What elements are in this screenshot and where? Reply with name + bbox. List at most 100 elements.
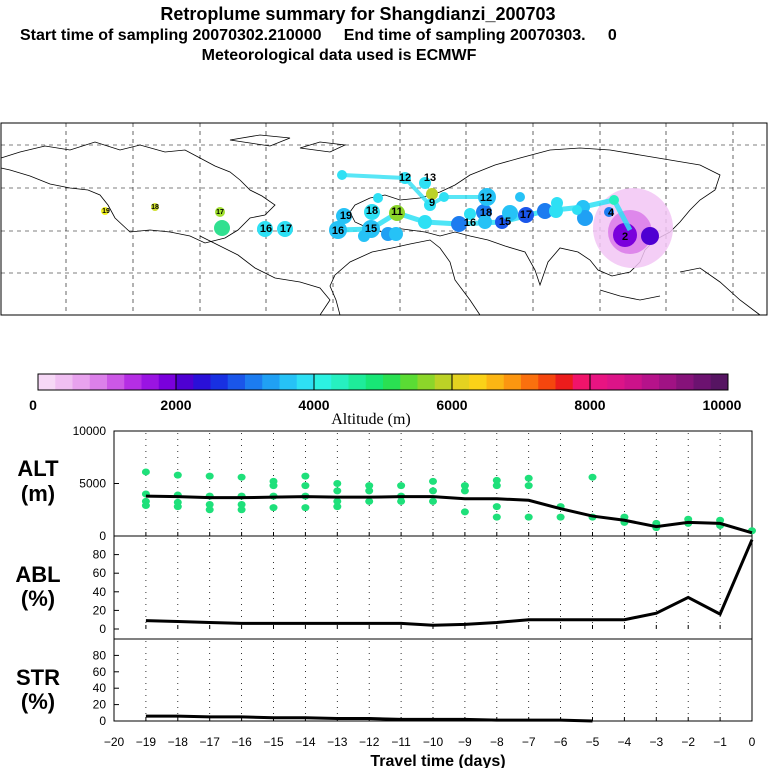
colorbar-cell <box>365 374 384 390</box>
alt-cluster-point <box>365 497 374 505</box>
colorbar-cell <box>417 374 436 390</box>
alt-cluster-point <box>269 504 278 512</box>
plume-cluster <box>277 221 293 237</box>
plume-cluster <box>215 207 225 217</box>
plume-cluster <box>551 197 563 209</box>
plume-cluster <box>214 220 230 236</box>
alt-cluster-point <box>301 482 310 490</box>
plume-cluster <box>451 216 467 232</box>
colorbar-tick-label: 6000 <box>436 397 467 413</box>
alt-cluster-point <box>429 477 437 485</box>
colorbar-cell <box>383 374 401 390</box>
plume-age-label: 18 <box>151 204 159 211</box>
alt-cluster-point <box>173 471 182 479</box>
plume-cluster <box>399 172 411 184</box>
chart-subtitle: Start time of sampling 20070302.210000 E… <box>20 27 617 44</box>
str-line <box>145 714 593 723</box>
colorbar-cell <box>296 374 315 390</box>
colorbar-cell <box>227 374 246 390</box>
colorbar-cell <box>107 374 125 390</box>
abl-line <box>145 539 754 627</box>
alt-y-tick-label: 5000 <box>79 477 106 491</box>
str-panel-unit: (%) <box>21 689 55 714</box>
alt-cluster-point <box>237 501 246 508</box>
colorbar-cell <box>72 374 91 390</box>
colorbar-tick-label: 2000 <box>160 397 191 413</box>
abl-y-tick-label: 80 <box>93 548 107 562</box>
x-tick-label: −9 <box>458 735 472 749</box>
abl-y-tick-label: 60 <box>93 566 107 580</box>
alt-cluster-point <box>141 468 150 476</box>
alt-cluster-point <box>524 482 533 490</box>
colorbar-cell <box>55 374 73 390</box>
abl-panel-unit: (%) <box>21 586 55 611</box>
plume-age-label: 15 <box>365 223 377 235</box>
plume-cluster <box>364 204 380 220</box>
plume-cluster <box>478 215 492 229</box>
alt-cluster-point <box>205 506 214 514</box>
colorbar-cell <box>659 374 677 390</box>
world-map: 19 18 17 16 17 19 16 18 11 15 12 18 16 15 17 12 13 9 42 <box>0 122 768 316</box>
plume-age-label: 19 <box>340 210 352 222</box>
plume-age-label: 18 <box>366 205 378 217</box>
alt-mean-line <box>145 494 753 535</box>
colorbar-cell <box>38 374 56 390</box>
plume-cluster <box>537 203 553 219</box>
plume-cluster <box>609 195 619 205</box>
plume-age-label: 11 <box>391 206 403 218</box>
plume-cluster <box>518 207 534 223</box>
colorbar-frame <box>37 373 729 391</box>
colorbar-cell <box>607 374 625 390</box>
x-tick-label: −20 <box>104 735 125 749</box>
alt-cluster-point <box>588 473 597 481</box>
x-tick-label: −5 <box>586 735 600 749</box>
x-tick-label: −16 <box>231 735 252 749</box>
plume-age-label: 18 <box>480 207 492 219</box>
str-y-tick-label: 0 <box>99 714 106 728</box>
plume-cluster <box>572 205 582 215</box>
plume-cluster <box>418 215 432 229</box>
alt-cluster-point <box>492 503 501 511</box>
colorbar-tick-label: 4000 <box>298 397 329 413</box>
abl-y-tick-label: 0 <box>99 622 106 636</box>
plume-cluster <box>502 205 518 221</box>
colorbar-label: Altitude (m) <box>331 411 411 428</box>
str-y-tick-label: 60 <box>93 665 107 679</box>
x-tick-label: −8 <box>490 735 504 749</box>
plume-cluster <box>151 203 159 211</box>
x-tick-label: −1 <box>713 735 727 749</box>
colorbar-tick-label: 10000 <box>703 397 742 413</box>
colorbar-cell <box>245 374 263 390</box>
plume-age-label: 16 <box>332 225 344 237</box>
alt-cluster-point <box>333 480 342 487</box>
plume-cluster <box>515 192 525 202</box>
plume-age-label: 17 <box>520 209 532 221</box>
plume-cluster <box>464 208 476 220</box>
colorbar-cell <box>400 374 418 390</box>
colorbar-cell <box>452 374 470 390</box>
plume-cluster <box>604 207 614 217</box>
plume-age-label: 12 <box>399 172 411 184</box>
x-tick-label: −7 <box>522 735 536 749</box>
plume-core-2 <box>641 227 659 245</box>
plume-age-label: 19 <box>102 208 110 215</box>
plume-cluster <box>424 199 436 211</box>
alt-cluster-point <box>429 497 437 505</box>
alt-cluster-point <box>556 513 565 521</box>
x-tick-label: −14 <box>295 735 316 749</box>
x-tick-label: −18 <box>168 735 189 749</box>
plume-cluster <box>478 188 496 206</box>
x-tick-label: −10 <box>423 735 444 749</box>
alt-cluster-point <box>492 482 501 490</box>
colorbar-cell <box>434 374 453 390</box>
alt-cluster-point <box>524 474 533 482</box>
alt-cluster-point <box>397 482 406 490</box>
x-tick-label: −12 <box>359 735 380 749</box>
colorbar-cell <box>676 374 694 390</box>
alt-cluster-point <box>460 487 469 495</box>
alt-cluster-point <box>269 482 278 490</box>
alt-cluster-point <box>492 476 501 484</box>
plume-cluster <box>329 221 347 239</box>
colorbar-cell <box>624 374 643 390</box>
plume-age-label: 17 <box>216 209 224 216</box>
